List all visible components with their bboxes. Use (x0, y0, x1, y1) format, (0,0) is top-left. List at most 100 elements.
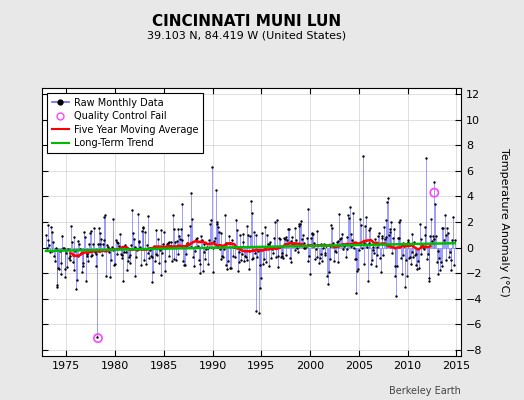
Point (154, 236, 162, 242)
Point (56, 248, 64, 254)
Point (112, 237, 120, 244)
Point (305, 252, 313, 259)
Point (156, 246, 164, 253)
Point (225, 240, 234, 246)
Point (315, 255, 324, 261)
Point (124, 258, 132, 264)
Point (211, 235, 219, 242)
Point (332, 249, 340, 256)
Point (60, 244, 68, 251)
Point (62, 250, 71, 256)
Point (353, 268, 362, 274)
Legend: Raw Monthly Data, Quality Control Fail, Five Year Moving Average, Long-Term Tren: Raw Monthly Data, Quality Control Fail, … (47, 93, 203, 153)
Point (443, 225, 452, 231)
Point (297, 218, 305, 225)
Point (269, 244, 278, 251)
Point (239, 230, 248, 237)
Point (263, 232, 271, 238)
Point (382, 234, 390, 240)
Point (431, 201, 439, 208)
Point (199, 267, 207, 274)
Point (320, 240, 328, 247)
Point (428, 238, 436, 245)
Point (364, 278, 372, 284)
Point (441, 211, 449, 218)
Point (48, 248, 57, 254)
Point (159, 241, 167, 248)
Point (161, 268, 170, 274)
Point (346, 204, 354, 210)
Point (300, 240, 309, 246)
Point (135, 239, 144, 245)
Point (266, 239, 275, 246)
Point (140, 257, 148, 263)
Point (131, 272, 139, 279)
Point (222, 240, 231, 246)
Point (183, 240, 192, 246)
Point (185, 223, 194, 229)
Point (342, 246, 351, 252)
Point (234, 268, 242, 274)
Point (307, 235, 315, 242)
Point (276, 236, 284, 242)
Point (165, 253, 173, 259)
Point (265, 263, 273, 269)
Point (430, 190, 439, 196)
Point (337, 231, 346, 238)
Point (294, 223, 303, 230)
Point (210, 237, 219, 244)
Point (70, 267, 79, 273)
Point (295, 221, 303, 228)
Point (44, 222, 52, 228)
Point (440, 237, 448, 244)
Point (312, 254, 321, 260)
Point (301, 244, 309, 251)
Text: 39.103 N, 84.419 W (United States): 39.103 N, 84.419 W (United States) (147, 30, 346, 40)
Point (175, 233, 183, 240)
Point (379, 252, 387, 258)
Point (147, 253, 155, 259)
Point (232, 216, 241, 223)
Point (206, 216, 215, 223)
Point (316, 241, 325, 248)
Point (121, 242, 129, 248)
Point (394, 235, 402, 241)
Point (125, 254, 133, 260)
Point (421, 224, 430, 230)
Point (367, 257, 376, 263)
Point (120, 249, 128, 256)
Point (296, 221, 304, 227)
Point (255, 310, 263, 317)
Point (274, 264, 282, 270)
Point (377, 269, 385, 275)
Point (237, 256, 245, 263)
Point (374, 233, 383, 239)
Point (72, 286, 80, 292)
Point (129, 236, 138, 242)
Point (127, 242, 136, 248)
Point (256, 261, 265, 268)
Point (450, 262, 458, 268)
Point (86, 228, 95, 234)
Point (77, 250, 85, 257)
Point (192, 236, 201, 242)
Point (355, 240, 364, 246)
Point (128, 206, 136, 213)
Point (411, 262, 420, 268)
Point (59, 245, 67, 252)
Point (133, 247, 141, 254)
Point (290, 225, 299, 231)
Point (275, 235, 283, 241)
Point (168, 258, 176, 264)
Point (197, 232, 205, 239)
Point (125, 260, 134, 266)
Point (173, 226, 182, 232)
Point (147, 278, 156, 285)
Point (272, 217, 281, 223)
Point (268, 250, 277, 257)
Point (311, 246, 320, 252)
Point (434, 248, 443, 254)
Point (308, 231, 316, 237)
Point (277, 254, 285, 260)
Point (396, 217, 405, 224)
